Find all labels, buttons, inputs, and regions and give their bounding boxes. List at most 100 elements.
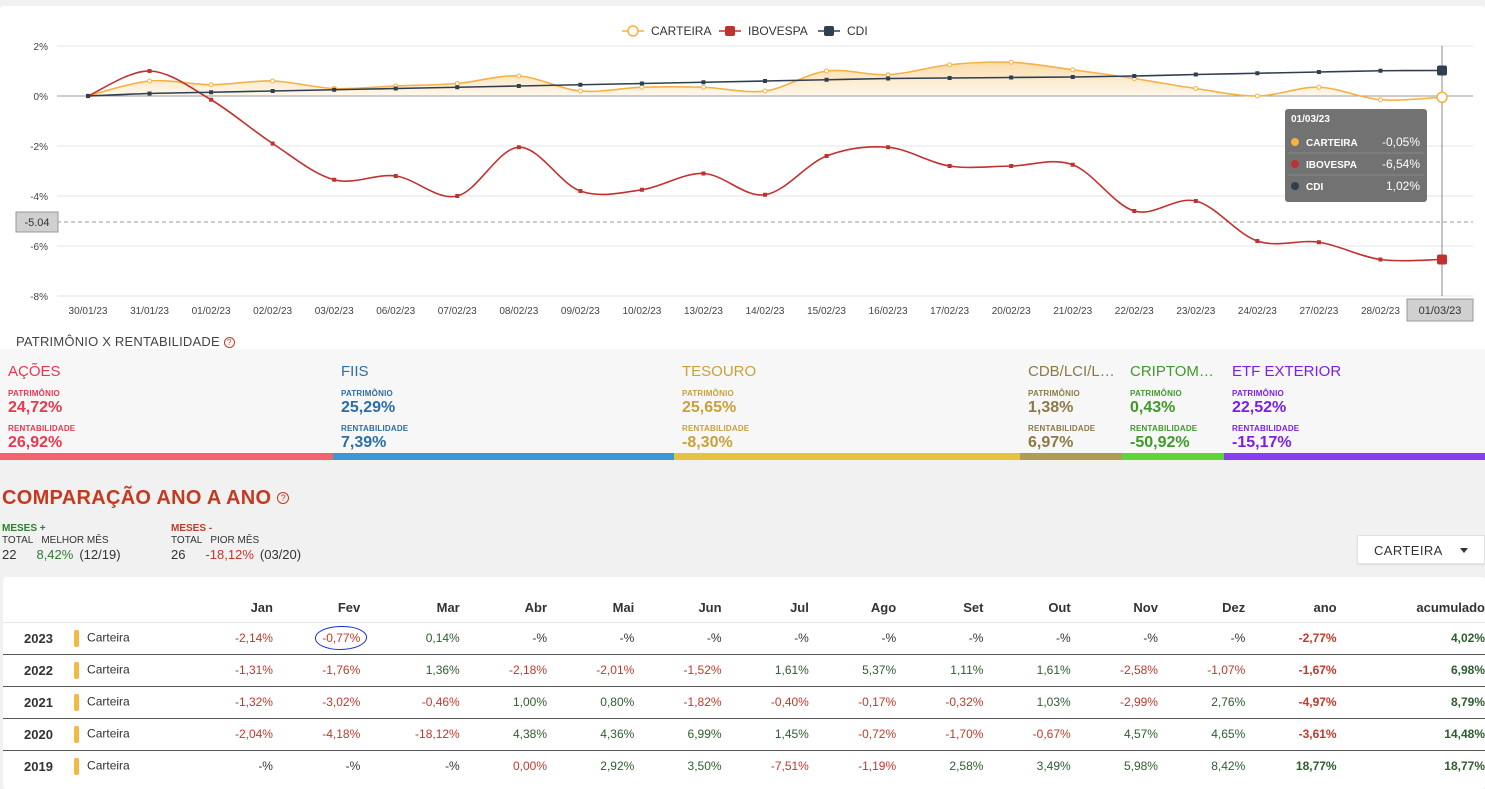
x-tick-label: 07/02/23	[438, 306, 477, 317]
serie-marker	[74, 725, 80, 743]
rentabilidade-label: RENTABILIDADE	[1028, 424, 1096, 433]
value-cell: 1,61%	[983, 653, 1071, 686]
help-icon[interactable]: ?	[277, 492, 290, 504]
value-cell: 4,38%	[459, 717, 548, 750]
value-cell: 5,98%	[1070, 749, 1158, 782]
rentabilidade-value: 7,39%	[341, 434, 387, 451]
chart-card: 2% 0% -2% -4% -6% -8% 30/01/23 31/01/23 01/02/23…	[0, 6, 1485, 460]
tooltip-box	[1285, 109, 1427, 202]
data-point	[824, 154, 829, 158]
serie-marker	[74, 757, 80, 775]
x-tick-label: 31/01/23	[130, 306, 169, 317]
asset-cdb-lci-lc-[interactable]: CDB/LCI/LC... PATRIMÔNIO 1,38% RENTABILIDAD…	[1020, 349, 1122, 460]
col-header-dez: Dez	[1222, 600, 1246, 616]
data-point	[1316, 70, 1321, 74]
patrimonio-value: 0,43%	[1130, 399, 1176, 416]
value-cell: -1,19%	[808, 749, 897, 782]
legend-label: IBOVESPA	[748, 24, 808, 38]
rentabilidade-label: RENTABILIDADE	[682, 424, 750, 433]
value-cell: -18,12%	[360, 717, 460, 750]
table-row: 2023 Carteira -2,14% -0,77% 0,14% -% -% -% -% -% -…	[3, 621, 1485, 654]
data-point	[393, 86, 398, 91]
tooltip-date: 01/03/23	[1291, 114, 1330, 125]
data-point	[701, 80, 706, 85]
value-cell: -%	[459, 621, 548, 654]
serie-cell: Carteira	[74, 717, 196, 750]
value-cell: -3,02%	[272, 685, 361, 718]
col-header-ago: Ago	[870, 600, 897, 616]
data-point	[516, 84, 521, 88]
data-point	[639, 187, 644, 192]
year-comparison-table-card: Jan Fev Mar Abr Mai Jun Jul Ago Set Out Nov Dez ano a…	[3, 577, 1485, 789]
asset-name: CRIPTOMOE...	[1130, 363, 1218, 380]
value-cell: 14,48%	[1336, 717, 1485, 750]
asset-allocation-strip: AÇÕES PATRIMÔNIO 24,72% RENTABILIDADE 26,92%…	[0, 349, 1485, 460]
table-row: 2022 Carteira -1,31% -1,76% 1,36% -2,18% -2,01…	[3, 653, 1485, 686]
rentabilidade-label: RENTABILIDADE	[1232, 424, 1300, 433]
value-cell: -%	[1070, 621, 1158, 654]
asset-bar	[333, 453, 674, 460]
col-header-set: Set	[963, 600, 984, 616]
data-point	[947, 76, 952, 80]
asset-etf-exterior[interactable]: ETF EXTERIOR PATRIMÔNIO 22,52% RENTABILIDAD…	[1224, 349, 1485, 460]
help-icon[interactable]: ?	[223, 337, 235, 348]
legend-label: CARTEIRA	[651, 24, 711, 38]
patrimonio-value: 25,65%	[682, 399, 737, 416]
x-tick-label: 22/02/23	[1115, 306, 1154, 317]
data-point	[947, 164, 952, 168]
data-point	[1070, 67, 1076, 73]
value-cell: 4,57%	[1070, 717, 1158, 750]
tooltip-series-name: CDI	[1306, 182, 1323, 193]
patrimonio-value: 1,38%	[1028, 399, 1074, 416]
tooltip-swatch	[1291, 160, 1299, 168]
legend-marker	[725, 26, 735, 36]
x-tick-label: 01/03/23	[1419, 305, 1462, 317]
x-tick-label: 30/01/23	[69, 306, 108, 317]
data-point	[1193, 86, 1199, 91]
asset-tesouro[interactable]: TESOURO PATRIMÔNIO 25,65% RENTABILIDADE -8,3…	[674, 349, 1020, 460]
x-tick-label: 16/02/23	[869, 306, 908, 317]
series-line-ibovespa	[87, 70, 1443, 262]
patrimonio-label: PATRIMÔNIO	[8, 389, 60, 398]
col-header-ano: ano	[1313, 600, 1337, 616]
x-tick-label: 03/02/23	[315, 306, 354, 317]
value-cell: -%	[360, 749, 460, 782]
value-cell: -1,67%	[1245, 653, 1337, 686]
data-point	[1378, 68, 1383, 73]
value-cell: -0,40%	[721, 685, 809, 718]
value-cell: -2,01%	[547, 653, 635, 686]
value-cell: -2,14%	[195, 621, 273, 654]
data-point	[1070, 162, 1075, 167]
col-header-acumulado: acumulado	[1416, 600, 1485, 616]
data-point	[1008, 59, 1014, 65]
rentabilidade-value: -50,92%	[1130, 434, 1190, 451]
asset-bar	[0, 453, 333, 460]
positive-months-stat: MESES + TOTAL MELHOR MÊS 22 8,42% (12/19)	[2, 523, 121, 562]
col-header-jul: Jul	[790, 600, 809, 616]
crosshair-label-box	[15, 211, 59, 233]
value-cell: 18,77%	[1336, 749, 1485, 782]
value-cell: 1,45%	[721, 717, 809, 750]
tooltip-value: -0,05%	[1382, 135, 1420, 149]
value-cell: -2,18%	[459, 653, 548, 686]
tooltip-swatch	[1291, 182, 1299, 190]
series-select[interactable]: CARTEIRA	[1357, 535, 1485, 564]
value-cell: -1,82%	[634, 685, 722, 718]
data-point	[1193, 199, 1198, 203]
x-tick-highlight	[1406, 298, 1474, 322]
y-tick-label: 2%	[34, 42, 49, 53]
line-chart[interactable]: 2% 0% -2% -4% -6% -8% 30/01/23 31/01/23 01/02/23…	[0, 6, 1485, 336]
value-cell: -0,67%	[983, 717, 1071, 750]
patrimonio-value: 25,29%	[341, 399, 396, 416]
x-tick-label: 15/02/23	[807, 306, 846, 317]
data-point	[270, 141, 275, 146]
data-point	[270, 78, 276, 84]
value-cell: -1,52%	[634, 653, 722, 686]
asset-fiis[interactable]: FIIS PATRIMÔNIO 25,29% RENTABILIDADE 7,39%	[333, 349, 674, 460]
data-point	[1255, 239, 1260, 243]
value-cell: 4,65%	[1157, 717, 1246, 750]
asset-a-es[interactable]: AÇÕES PATRIMÔNIO 24,72% RENTABILIDADE 26,92%	[0, 349, 333, 460]
data-point	[639, 84, 645, 90]
data-point	[1193, 72, 1198, 77]
